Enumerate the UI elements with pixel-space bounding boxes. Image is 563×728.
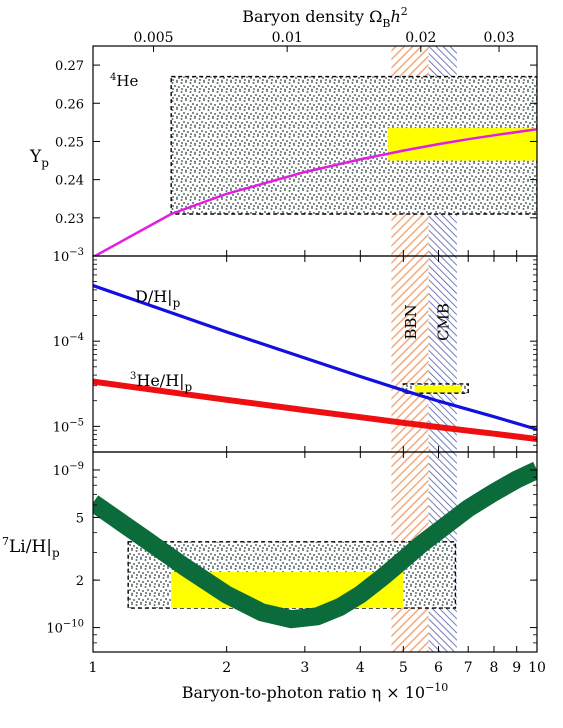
series-pre-sup: 3 — [130, 371, 136, 382]
observation-box-outline-helium4 — [170, 75, 537, 215]
x-axis-title-main: Baryon-to-photon ratio η × 10 — [182, 683, 425, 702]
y-tick-label: 10−3 — [53, 247, 84, 265]
y-tick-label: 10−5 — [53, 417, 84, 435]
series-sub: p — [173, 296, 181, 310]
observation-boxes — [127, 75, 537, 609]
y-tick-label: 10−9 — [53, 461, 84, 479]
y-tick-label: 0.27 — [55, 59, 84, 74]
x-tick-label: 2 — [222, 660, 231, 676]
curve-deuterium-helium3-0 — [93, 283, 537, 431]
y-label-sub: p — [41, 156, 49, 170]
x-tick-label: 10 — [528, 660, 546, 676]
y-tick-label: 10−4 — [53, 332, 84, 350]
series-label-deuterium: D/H|p — [135, 287, 181, 310]
series-name: He/H| — [136, 371, 184, 390]
x-tick-label: 5 — [399, 660, 408, 676]
observation-yellow-deuterium-helium3 — [414, 385, 462, 393]
y-tick-base: 10 — [53, 250, 70, 265]
top-axis-title-main: Baryon density Ω — [242, 7, 382, 26]
y-tick-base: 10 — [46, 622, 63, 637]
observation-box-outline-lithium7 — [127, 541, 457, 609]
y-tick-exp: −10 — [63, 619, 84, 630]
top-axis-title-sub: B — [382, 17, 390, 30]
series-label-helium3: 3He/H|p — [130, 371, 193, 394]
species-sup: 4 — [110, 72, 116, 83]
curve-deuterium-helium3-1 — [93, 378, 537, 442]
x-tick-label: 7 — [464, 660, 473, 676]
curve-lithium7-0 — [93, 461, 537, 629]
top-tick-label: 0.005 — [133, 30, 173, 46]
y-tick-label: 0.26 — [55, 97, 84, 112]
x-tick-label: 1 — [89, 660, 98, 676]
y-tick-label: 10−10 — [46, 619, 84, 637]
y-label-main: Y — [29, 147, 42, 167]
x-tick-label: 9 — [512, 660, 521, 676]
curve-helium4-0 — [93, 127, 537, 256]
y-tick-exp: −3 — [69, 247, 84, 258]
y-tick-base: 10 — [53, 420, 70, 435]
y-tick-exp: −4 — [69, 332, 84, 343]
y-tick-base: 10 — [53, 464, 70, 479]
y-tick-label: 5 — [76, 511, 84, 526]
y-tick-exp: −9 — [69, 461, 84, 472]
x-tick-label: 4 — [356, 660, 365, 676]
y-tick-label: 0.23 — [55, 212, 84, 227]
band-label-cmb: CMB — [435, 303, 453, 341]
y-tick-label: 0.25 — [55, 135, 84, 150]
x-axis-title: Baryon-to-photon ratio η × 10−10 — [182, 681, 449, 702]
axes — [92, 45, 538, 653]
top-axis-title-h: h — [390, 7, 400, 26]
species-name: He — [116, 72, 138, 90]
y-tick-label: 2 — [76, 574, 84, 589]
y-label-main: Li/H| — [9, 537, 52, 557]
top-axis-title: Baryon density ΩBh2 — [242, 5, 408, 30]
y-label-helium4: Yp — [29, 147, 49, 170]
y-tick-label: 0.24 — [55, 174, 84, 189]
y-label-sub: p — [52, 546, 60, 560]
y-tick-exp: −5 — [69, 417, 84, 428]
labels: BBN CMB 1 2 3 4 5 6 7 8 9 10 Baryon-to-photon ratio … — [2, 5, 546, 702]
y-label-lithium7: 7Li/H|p — [2, 535, 60, 560]
top-axis-title-sup: 2 — [401, 5, 408, 18]
top-tick-label: 0.03 — [483, 30, 514, 46]
abundance-curves — [93, 127, 537, 629]
x-tick-label: 3 — [300, 660, 309, 676]
top-tick-label: 0.02 — [405, 30, 436, 46]
x-axis-title-exp: −10 — [425, 681, 448, 694]
y-label-pre-sup: 7 — [2, 535, 9, 548]
species-label-helium4: 4He — [110, 72, 138, 90]
series-sub: p — [185, 380, 193, 394]
x-tick-label: 8 — [490, 660, 499, 676]
series-name: D/H| — [135, 287, 173, 306]
top-tick-label: 0.01 — [272, 30, 303, 46]
panel-frame-deuterium-helium3 — [92, 255, 538, 453]
band-label-bbn: BBN — [402, 304, 420, 339]
x-tick-label: 6 — [434, 660, 443, 676]
y-tick-base: 10 — [53, 335, 70, 350]
observation-box-outline-deuterium-helium3 — [402, 383, 469, 394]
